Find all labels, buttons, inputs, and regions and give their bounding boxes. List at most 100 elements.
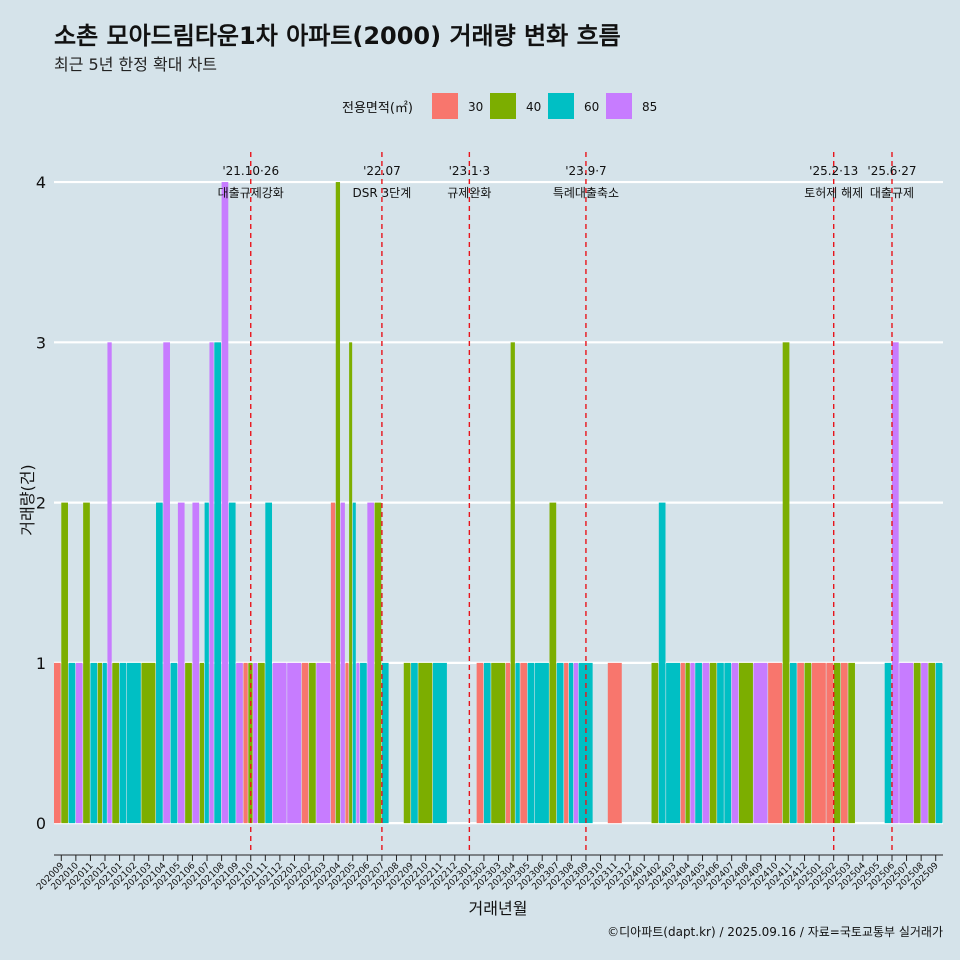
chart-subtitle: 최근 5년 한정 확대 차트 [54, 55, 217, 74]
bar-30-202412 [797, 662, 804, 824]
bar-60-202101 [119, 662, 127, 824]
bar-40-202101 [112, 662, 119, 824]
bar-40-202502 [833, 662, 841, 824]
bar-40-202009 [61, 502, 68, 824]
bar-40-202404 [685, 662, 690, 824]
bar-60-202402 [658, 502, 666, 824]
bar-40-202012 [97, 662, 102, 824]
legend-label-40: 40 [526, 100, 541, 114]
bar-30-202304 [505, 662, 511, 824]
y-tick-label: 4 [36, 173, 46, 192]
bar-60-202407 [724, 662, 732, 824]
event-label-202207: DSR 3단계 [353, 186, 412, 200]
bar-40-202304 [510, 342, 515, 824]
bar-40-202110 [248, 662, 253, 824]
y-tick-label: 2 [36, 494, 46, 513]
bar-30-202501 [811, 662, 826, 824]
bar-30-202308 [564, 662, 569, 824]
bar-30-202302 [476, 662, 484, 824]
legend-label-85: 85 [642, 100, 657, 114]
bar-30-202503 [840, 662, 848, 824]
bar-60-202307 [556, 662, 564, 824]
legend: 전용면적(㎡) 30 40 60 85 [342, 93, 657, 119]
bar-60-202209 [411, 662, 418, 824]
bar-60-202506 [884, 662, 892, 824]
bar-60-202305 [527, 662, 535, 824]
bar-40-202411 [782, 342, 790, 824]
bar-40-202207 [374, 502, 382, 824]
bar-60-202012 [102, 662, 107, 824]
bar-85-202203 [316, 662, 331, 824]
bar-85-202404 [690, 662, 695, 824]
bar-85-202201 [287, 662, 302, 824]
event-label-202502: 토허제 해제 [804, 186, 863, 200]
bar-30-202009 [54, 662, 61, 824]
bar-60-202309 [578, 662, 593, 824]
bar-30-202410 [768, 662, 783, 824]
bars [54, 182, 943, 824]
x-axis-title: 거래년월 [469, 899, 528, 918]
bar-40-202204 [335, 182, 341, 824]
event-date-202309: '23.9·7 [565, 164, 606, 178]
bar-85-202508 [921, 662, 928, 824]
bar-85-202308 [573, 662, 579, 824]
bar-30-202205 [345, 662, 349, 824]
bar-60-202206 [360, 662, 367, 824]
bar-40-202508 [913, 662, 921, 824]
bar-85-202107 [209, 342, 214, 824]
bar-40-202503 [848, 662, 855, 824]
bar-60-202111 [265, 502, 273, 824]
bar-60-202308 [568, 662, 574, 824]
event-label-202309: 특례대출축소 [553, 186, 619, 200]
bar-60-202108 [214, 342, 221, 824]
bar-85-202407 [731, 662, 739, 824]
bar-85-202206 [367, 502, 375, 824]
bar-60-202104 [156, 502, 163, 824]
bar-60-202405 [695, 662, 702, 824]
bar-60-202010 [68, 662, 76, 824]
legend-label-60: 60 [584, 100, 599, 114]
bar-40-202209 [403, 662, 411, 824]
bar-60-202304 [515, 662, 520, 824]
bar-85-202010 [75, 662, 83, 824]
bar-60-202205 [352, 502, 356, 824]
caption: ©디아파트(dapt.kr) / 2025.09.16 / 자료=국토교통부 실… [607, 925, 943, 939]
bar-60-202302 [483, 662, 491, 824]
event-markers: '21.10·26 대출규제강화 '22.07 DSR 3단계 '23.1·3 규제완화 '… [218, 152, 917, 852]
bar-40-202402 [651, 662, 659, 824]
bar-30-202305 [520, 662, 528, 824]
bar-40-202303 [491, 662, 506, 824]
bar-60-202411 [789, 662, 797, 824]
bar-60-202207 [381, 662, 389, 824]
bar-40-202111 [258, 662, 265, 824]
bar-85-202205 [356, 662, 360, 824]
bar-85-202112 [272, 662, 287, 824]
legend-swatch-85 [606, 93, 632, 119]
y-axis-title: 거래량(건) [18, 464, 37, 535]
event-date-202207: '22.07 [363, 164, 401, 178]
legend-swatch-30 [432, 93, 458, 119]
legend-swatch-40 [490, 93, 516, 119]
bar-85-202110 [253, 662, 258, 824]
bar-40-202202 [309, 662, 316, 824]
bar-85-202106 [192, 502, 200, 824]
bar-60-202107 [204, 502, 209, 824]
event-label-202506: 대출규제 [870, 186, 914, 200]
bar-30-202110 [243, 662, 248, 824]
bar-85-202507 [899, 662, 914, 824]
bar-60-202403 [666, 662, 681, 824]
bar-40-202107 [199, 662, 204, 824]
event-label-202301: 규제완화 [447, 186, 491, 200]
bar-85-202506 [891, 342, 899, 824]
bar-60-202406 [717, 662, 724, 824]
bar-60-202306 [534, 662, 549, 824]
bar-40-202103 [141, 662, 156, 824]
bar-85-202409 [753, 662, 768, 824]
bar-60-202011 [90, 662, 98, 824]
y-tick-label: 3 [36, 333, 46, 352]
y-axis: 0 1 2 3 4 [36, 173, 46, 833]
bar-30-202202 [301, 662, 309, 824]
bar-40-202307 [549, 502, 557, 824]
